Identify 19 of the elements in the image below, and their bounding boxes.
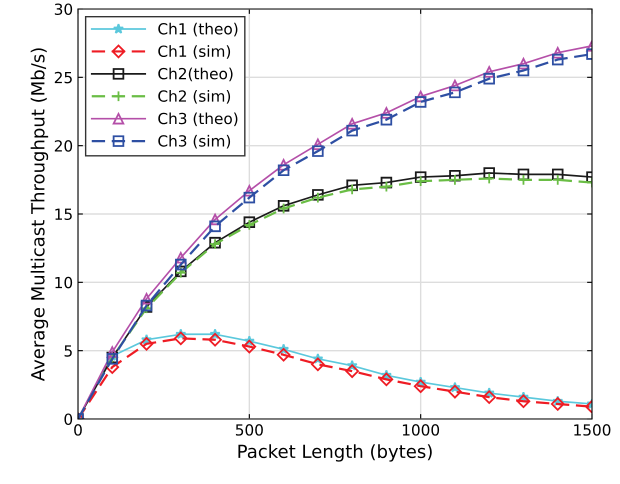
y-tick-label: 25 <box>54 72 72 84</box>
x-axis-title: Packet Length (bytes) <box>238 444 432 462</box>
y-tick-label: 10 <box>55 276 72 288</box>
y-tick-label: 15 <box>55 208 72 220</box>
y-tick-label: 30 <box>54 3 72 16</box>
y-tick-label: 5 <box>64 345 72 357</box>
legend-label: Ch1 (theo) <box>158 22 238 36</box>
x-tick-label: 500 <box>236 424 263 436</box>
legend-label: Ch3 (theo) <box>158 112 238 126</box>
y-axis-title: Average Multicast Throughput (Mb/s) <box>30 48 48 382</box>
legend-label: Ch3 (sim) <box>158 134 230 148</box>
x-tick-label: 0 <box>74 424 82 436</box>
x-tick-label: 1000 <box>402 424 440 436</box>
legend-label: Ch2(theo) <box>158 68 233 82</box>
legend-label: Ch1 (sim) <box>158 45 230 59</box>
y-tick-label: 0 <box>64 413 72 426</box>
x-tick-label: 1500 <box>574 424 610 436</box>
legend-label: Ch2 (sim) <box>158 90 230 104</box>
y-tick-label: 20 <box>54 140 72 152</box>
